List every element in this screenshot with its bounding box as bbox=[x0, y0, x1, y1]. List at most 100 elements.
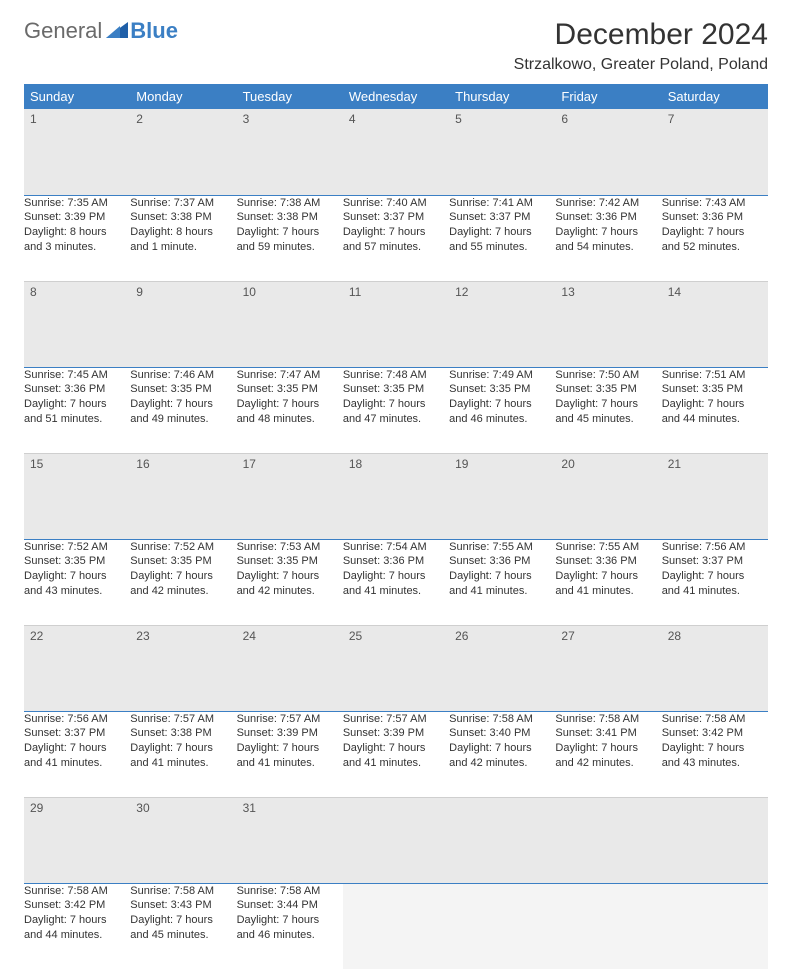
day-cell: Sunrise: 7:56 AMSunset: 3:37 PMDaylight:… bbox=[24, 711, 130, 797]
sunrise-text: Sunrise: 7:40 AM bbox=[343, 196, 449, 211]
day-number: 17 bbox=[237, 454, 343, 474]
day-cell: Sunrise: 7:45 AMSunset: 3:36 PMDaylight:… bbox=[24, 367, 130, 453]
content-row: Sunrise: 7:52 AMSunset: 3:35 PMDaylight:… bbox=[24, 539, 768, 625]
day-number: 23 bbox=[130, 626, 236, 646]
day-number bbox=[662, 798, 768, 818]
daynum-cell: 6 bbox=[555, 109, 661, 195]
day-cell: Sunrise: 7:55 AMSunset: 3:36 PMDaylight:… bbox=[449, 539, 555, 625]
sunset-text: Sunset: 3:35 PM bbox=[237, 554, 343, 569]
sunrise-text: Sunrise: 7:58 AM bbox=[130, 884, 236, 899]
daynum-cell: 7 bbox=[662, 109, 768, 195]
daylight-text: Daylight: 7 hours bbox=[237, 741, 343, 756]
sunrise-text: Sunrise: 7:54 AM bbox=[343, 540, 449, 555]
daynum-cell: 11 bbox=[343, 281, 449, 367]
daylight-text: Daylight: 7 hours bbox=[662, 397, 768, 412]
daylight-text: and 41 minutes. bbox=[130, 756, 236, 771]
day-header: Tuesday bbox=[237, 84, 343, 109]
daynum-cell: 16 bbox=[130, 453, 236, 539]
sunrise-text: Sunrise: 7:57 AM bbox=[237, 712, 343, 727]
daylight-text: Daylight: 7 hours bbox=[130, 741, 236, 756]
day-cell bbox=[555, 883, 661, 969]
daylight-text: and 45 minutes. bbox=[555, 412, 661, 427]
sunrise-text: Sunrise: 7:37 AM bbox=[130, 196, 236, 211]
day-cell: Sunrise: 7:58 AMSunset: 3:43 PMDaylight:… bbox=[130, 883, 236, 969]
sunset-text: Sunset: 3:39 PM bbox=[237, 726, 343, 741]
daylight-text: Daylight: 7 hours bbox=[343, 741, 449, 756]
daylight-text: Daylight: 7 hours bbox=[449, 397, 555, 412]
daynum-cell: 21 bbox=[662, 453, 768, 539]
day-cell: Sunrise: 7:53 AMSunset: 3:35 PMDaylight:… bbox=[237, 539, 343, 625]
sunrise-text: Sunrise: 7:52 AM bbox=[130, 540, 236, 555]
day-number: 26 bbox=[449, 626, 555, 646]
logo: General Blue bbox=[24, 18, 178, 44]
daylight-text: Daylight: 7 hours bbox=[555, 397, 661, 412]
daylight-text: and 46 minutes. bbox=[449, 412, 555, 427]
day-cell bbox=[662, 883, 768, 969]
day-number: 29 bbox=[24, 798, 130, 818]
daylight-text: and 42 minutes. bbox=[555, 756, 661, 771]
day-number: 13 bbox=[555, 282, 661, 302]
day-cell: Sunrise: 7:42 AMSunset: 3:36 PMDaylight:… bbox=[555, 195, 661, 281]
day-number: 25 bbox=[343, 626, 449, 646]
daynum-cell: 15 bbox=[24, 453, 130, 539]
daynum-cell: 2 bbox=[130, 109, 236, 195]
daylight-text: and 43 minutes. bbox=[24, 584, 130, 599]
sunset-text: Sunset: 3:44 PM bbox=[237, 898, 343, 913]
daynum-cell: 20 bbox=[555, 453, 661, 539]
daynum-cell: 19 bbox=[449, 453, 555, 539]
sunset-text: Sunset: 3:43 PM bbox=[130, 898, 236, 913]
day-number: 31 bbox=[237, 798, 343, 818]
sunset-text: Sunset: 3:41 PM bbox=[555, 726, 661, 741]
daylight-text: and 49 minutes. bbox=[130, 412, 236, 427]
day-header: Monday bbox=[130, 84, 236, 109]
day-cell: Sunrise: 7:35 AMSunset: 3:39 PMDaylight:… bbox=[24, 195, 130, 281]
daylight-text: Daylight: 7 hours bbox=[662, 225, 768, 240]
sunset-text: Sunset: 3:37 PM bbox=[662, 554, 768, 569]
day-number: 28 bbox=[662, 626, 768, 646]
sunrise-text: Sunrise: 7:58 AM bbox=[662, 712, 768, 727]
daylight-text: and 41 minutes. bbox=[343, 584, 449, 599]
daylight-text: and 41 minutes. bbox=[343, 756, 449, 771]
sunrise-text: Sunrise: 7:45 AM bbox=[24, 368, 130, 383]
daylight-text: Daylight: 7 hours bbox=[449, 741, 555, 756]
daylight-text: Daylight: 7 hours bbox=[662, 569, 768, 584]
daylight-text: Daylight: 7 hours bbox=[449, 569, 555, 584]
day-number: 22 bbox=[24, 626, 130, 646]
sunrise-text: Sunrise: 7:42 AM bbox=[555, 196, 661, 211]
daylight-text: and 1 minute. bbox=[130, 240, 236, 255]
daylight-text: and 55 minutes. bbox=[449, 240, 555, 255]
day-number: 15 bbox=[24, 454, 130, 474]
day-cell: Sunrise: 7:57 AMSunset: 3:39 PMDaylight:… bbox=[343, 711, 449, 797]
daylight-text: and 44 minutes. bbox=[662, 412, 768, 427]
day-number: 14 bbox=[662, 282, 768, 302]
day-cell: Sunrise: 7:46 AMSunset: 3:35 PMDaylight:… bbox=[130, 367, 236, 453]
day-number: 24 bbox=[237, 626, 343, 646]
sunrise-text: Sunrise: 7:58 AM bbox=[449, 712, 555, 727]
logo-triangle-icon bbox=[106, 18, 128, 44]
sunset-text: Sunset: 3:37 PM bbox=[449, 210, 555, 225]
sunrise-text: Sunrise: 7:56 AM bbox=[662, 540, 768, 555]
day-number: 5 bbox=[449, 109, 555, 129]
daynum-row: 15161718192021 bbox=[24, 453, 768, 539]
day-number: 20 bbox=[555, 454, 661, 474]
sunrise-text: Sunrise: 7:55 AM bbox=[555, 540, 661, 555]
sunset-text: Sunset: 3:38 PM bbox=[130, 210, 236, 225]
daylight-text: Daylight: 7 hours bbox=[237, 397, 343, 412]
day-number: 12 bbox=[449, 282, 555, 302]
daynum-cell: 31 bbox=[237, 797, 343, 883]
daylight-text: and 41 minutes. bbox=[449, 584, 555, 599]
sunset-text: Sunset: 3:38 PM bbox=[237, 210, 343, 225]
daynum-cell bbox=[662, 797, 768, 883]
daylight-text: Daylight: 7 hours bbox=[555, 741, 661, 756]
day-cell: Sunrise: 7:43 AMSunset: 3:36 PMDaylight:… bbox=[662, 195, 768, 281]
sunrise-text: Sunrise: 7:46 AM bbox=[130, 368, 236, 383]
sunset-text: Sunset: 3:36 PM bbox=[343, 554, 449, 569]
daynum-row: 1234567 bbox=[24, 109, 768, 195]
daynum-row: 891011121314 bbox=[24, 281, 768, 367]
daynum-cell bbox=[449, 797, 555, 883]
sunset-text: Sunset: 3:38 PM bbox=[130, 726, 236, 741]
sunrise-text: Sunrise: 7:58 AM bbox=[24, 884, 130, 899]
day-number: 16 bbox=[130, 454, 236, 474]
sunrise-text: Sunrise: 7:57 AM bbox=[343, 712, 449, 727]
daylight-text: Daylight: 7 hours bbox=[343, 569, 449, 584]
